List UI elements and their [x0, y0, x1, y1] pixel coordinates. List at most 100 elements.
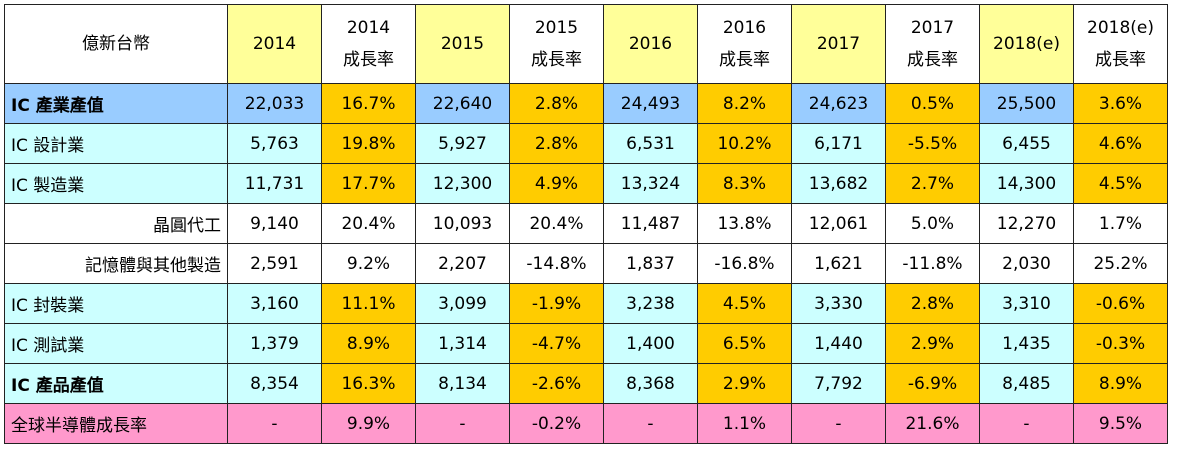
row-label: IC 製造業 [4, 163, 228, 204]
growth-rate-cell: -0.2% [509, 403, 604, 444]
value-cell: 1,621 [791, 243, 886, 284]
row-label: IC 封裝業 [4, 283, 228, 324]
value-cell: 8,354 [227, 363, 322, 404]
row-label: IC 設計業 [4, 123, 228, 164]
value-cell: 3,310 [979, 283, 1074, 324]
column-header-year: 2014 [346, 18, 391, 38]
value-cell: 2,207 [415, 243, 510, 284]
growth-rate-cell: 16.3% [321, 363, 416, 404]
value-cell: 6,455 [979, 123, 1074, 164]
value-cell: 24,493 [603, 83, 698, 124]
growth-rate-cell: -4.7% [509, 323, 604, 364]
value-cell: - [791, 403, 886, 444]
growth-rate-cell: 11.1% [321, 283, 416, 324]
growth-rate-cell: 5.0% [885, 203, 980, 244]
value-cell: 6,171 [791, 123, 886, 164]
growth-rate-cell: 8.9% [1073, 363, 1168, 404]
column-header-year: 2014 [252, 34, 297, 54]
table-row: IC 製造業 11,731 17.7% 12,300 4.9% 13,324 8.3% 13,… [4, 163, 1168, 204]
value-cell: 7,792 [791, 363, 886, 404]
value-cell: 2,030 [979, 243, 1074, 284]
column-header-year: 2016 [722, 18, 767, 38]
value-cell: - [415, 403, 510, 444]
value-cell: 8,134 [415, 363, 510, 404]
growth-rate-cell: -16.8% [697, 243, 792, 284]
growth-rate-cell: 20.4% [509, 203, 604, 244]
value-cell: - [603, 403, 698, 444]
column-header-year: 2018(e) [1087, 18, 1154, 38]
value-cell: 9,140 [227, 203, 322, 244]
growth-rate-cell: 10.2% [697, 123, 792, 164]
growth-rate-cell: 6.5% [697, 323, 792, 364]
row-label: IC 測試業 [4, 323, 228, 364]
header-row: 億新台幣 2014 2014 成長率 2015 2015 成長率 2016 2016 成長率 201… [4, 4, 1168, 84]
value-cell: 24,623 [791, 83, 886, 124]
growth-rate-cell: 20.4% [321, 203, 416, 244]
column-header: 2014 成長率 [321, 4, 416, 84]
growth-rate-cell: -5.5% [885, 123, 980, 164]
column-header-subtitle: 成長率 [719, 50, 770, 70]
value-cell: 10,093 [415, 203, 510, 244]
growth-rate-cell: -6.9% [885, 363, 980, 404]
growth-rate-cell: 2.8% [885, 283, 980, 324]
growth-rate-cell: -2.6% [509, 363, 604, 404]
value-cell: 6,531 [603, 123, 698, 164]
growth-rate-cell: 2.8% [509, 83, 604, 124]
growth-rate-cell: -14.8% [509, 243, 604, 284]
value-cell: 3,238 [603, 283, 698, 324]
value-cell: 1,314 [415, 323, 510, 364]
growth-rate-cell: 9.5% [1073, 403, 1168, 444]
growth-rate-cell: 19.8% [321, 123, 416, 164]
table-row: IC 測試業 1,379 8.9% 1,314 -4.7% 1,400 6.5% 1,440 2… [4, 323, 1168, 364]
table-row: IC 設計業 5,763 19.8% 5,927 2.8% 6,531 10.2% 6,171… [4, 123, 1168, 164]
column-header-year: 2017 [816, 34, 861, 54]
column-header: 2016 [603, 4, 698, 84]
row-label: IC 產品產值 [4, 363, 228, 404]
value-cell: 3,099 [415, 283, 510, 324]
column-header-subtitle: 成長率 [1095, 50, 1146, 70]
growth-rate-cell: 8.9% [321, 323, 416, 364]
value-cell: 1,400 [603, 323, 698, 364]
value-cell: 12,270 [979, 203, 1074, 244]
row-label: 晶圓代工 [4, 203, 228, 244]
value-cell: 1,837 [603, 243, 698, 284]
value-cell: 14,300 [979, 163, 1074, 204]
value-cell: 1,379 [227, 323, 322, 364]
corner-label: 億新台幣 [4, 4, 228, 84]
value-cell: 12,061 [791, 203, 886, 244]
row-label: IC 產業產值 [4, 83, 228, 124]
growth-rate-cell: 4.5% [1073, 163, 1168, 204]
growth-rate-cell: -0.6% [1073, 283, 1168, 324]
value-cell: 13,682 [791, 163, 886, 204]
growth-rate-cell: 25.2% [1073, 243, 1168, 284]
column-header: 2014 [227, 4, 322, 84]
column-header: 2015 [415, 4, 510, 84]
growth-rate-cell: -11.8% [885, 243, 980, 284]
row-label: 全球半導體成長率 [4, 403, 228, 444]
value-cell: 5,763 [227, 123, 322, 164]
column-header: 2016 成長率 [697, 4, 792, 84]
value-cell: 22,640 [415, 83, 510, 124]
growth-rate-cell: 2.9% [885, 323, 980, 364]
growth-rate-cell: 13.8% [697, 203, 792, 244]
column-header-year: 2015 [440, 34, 485, 54]
table-row: IC 封裝業 3,160 11.1% 3,099 -1.9% 3,238 4.5% 3,330… [4, 283, 1168, 324]
table-row: 晶圓代工 9,140 20.4% 10,093 20.4% 11,487 13.8% 12,0… [4, 203, 1168, 244]
column-header-year: 2016 [628, 34, 673, 54]
value-cell: 22,033 [227, 83, 322, 124]
value-cell: 25,500 [979, 83, 1074, 124]
column-header: 2018(e) 成長率 [1073, 4, 1168, 84]
table-row: IC 產品產值 8,354 16.3% 8,134 -2.6% 8,368 2.9% 7,79… [4, 363, 1168, 404]
growth-rate-cell: 8.3% [697, 163, 792, 204]
value-cell: 11,731 [227, 163, 322, 204]
growth-rate-cell: 1.7% [1073, 203, 1168, 244]
growth-rate-cell: 2.8% [509, 123, 604, 164]
row-label: 記憶體與其他製造 [4, 243, 228, 284]
value-cell: 12,300 [415, 163, 510, 204]
column-header-subtitle: 成長率 [907, 50, 958, 70]
value-cell: 3,160 [227, 283, 322, 324]
growth-rate-cell: 4.9% [509, 163, 604, 204]
growth-rate-cell: 9.2% [321, 243, 416, 284]
column-header-subtitle: 成長率 [343, 50, 394, 70]
growth-rate-cell: 16.7% [321, 83, 416, 124]
